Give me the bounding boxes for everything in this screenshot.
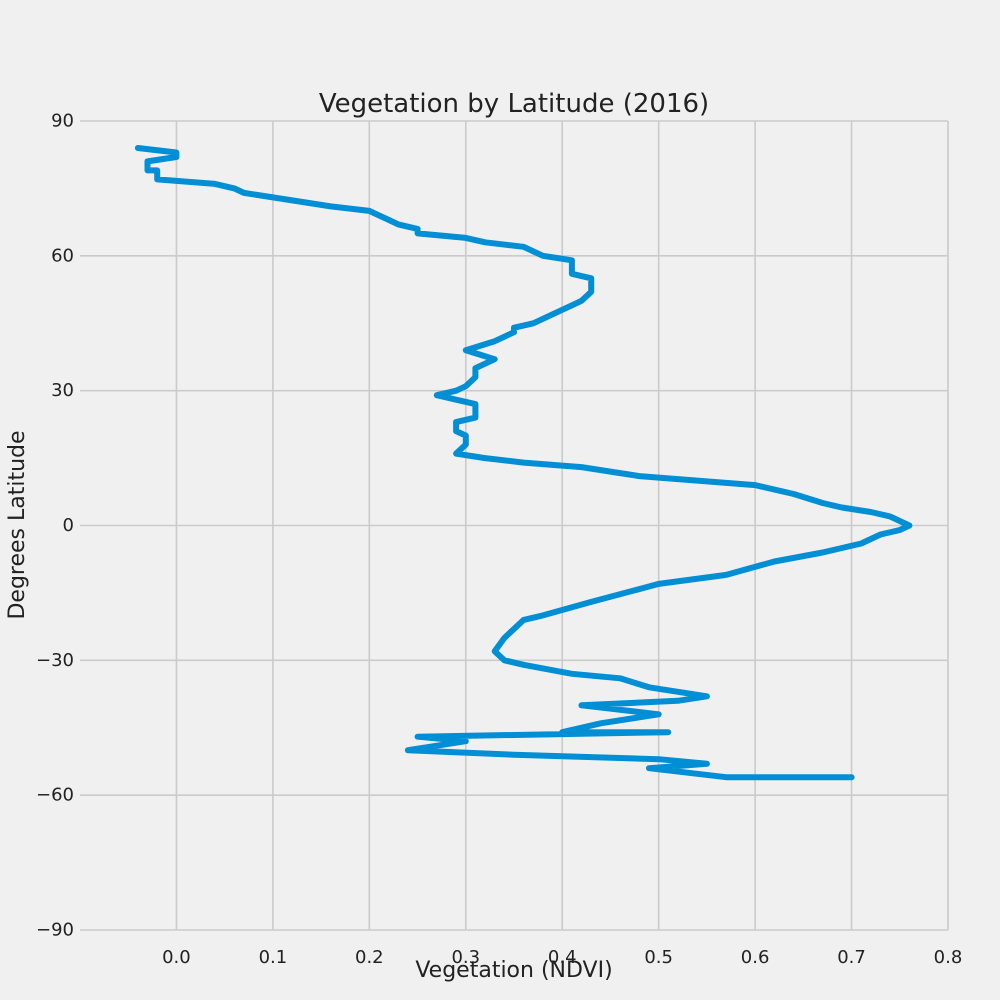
x-tick-label: 0.2 <box>355 947 384 968</box>
x-tick-label: 0.8 <box>934 947 963 968</box>
y-tick-label: −90 <box>36 920 74 941</box>
chart-title: Vegetation by Latitude (2016) <box>319 89 709 119</box>
x-tick-label: 0.4 <box>548 947 577 968</box>
x-tick-label: 0.0 <box>162 947 191 968</box>
y-axis-label: Degrees Latitude <box>5 430 30 619</box>
x-tick-label: 0.1 <box>259 947 288 968</box>
y-tick-label: −30 <box>36 650 74 671</box>
x-tick-label: 0.6 <box>741 947 770 968</box>
y-tick-label: 0 <box>63 515 74 536</box>
x-axis-label: Vegetation (NDVI) <box>415 958 612 983</box>
x-tick-label: 0.5 <box>644 947 673 968</box>
y-tick-label: 60 <box>51 245 74 266</box>
y-tick-label: 30 <box>51 380 74 401</box>
series-line <box>134 145 913 781</box>
y-tick-label: 90 <box>51 111 74 132</box>
x-tick-label: 0.3 <box>451 947 480 968</box>
y-tick-label: −60 <box>36 785 74 806</box>
x-tick-label: 0.7 <box>837 947 866 968</box>
